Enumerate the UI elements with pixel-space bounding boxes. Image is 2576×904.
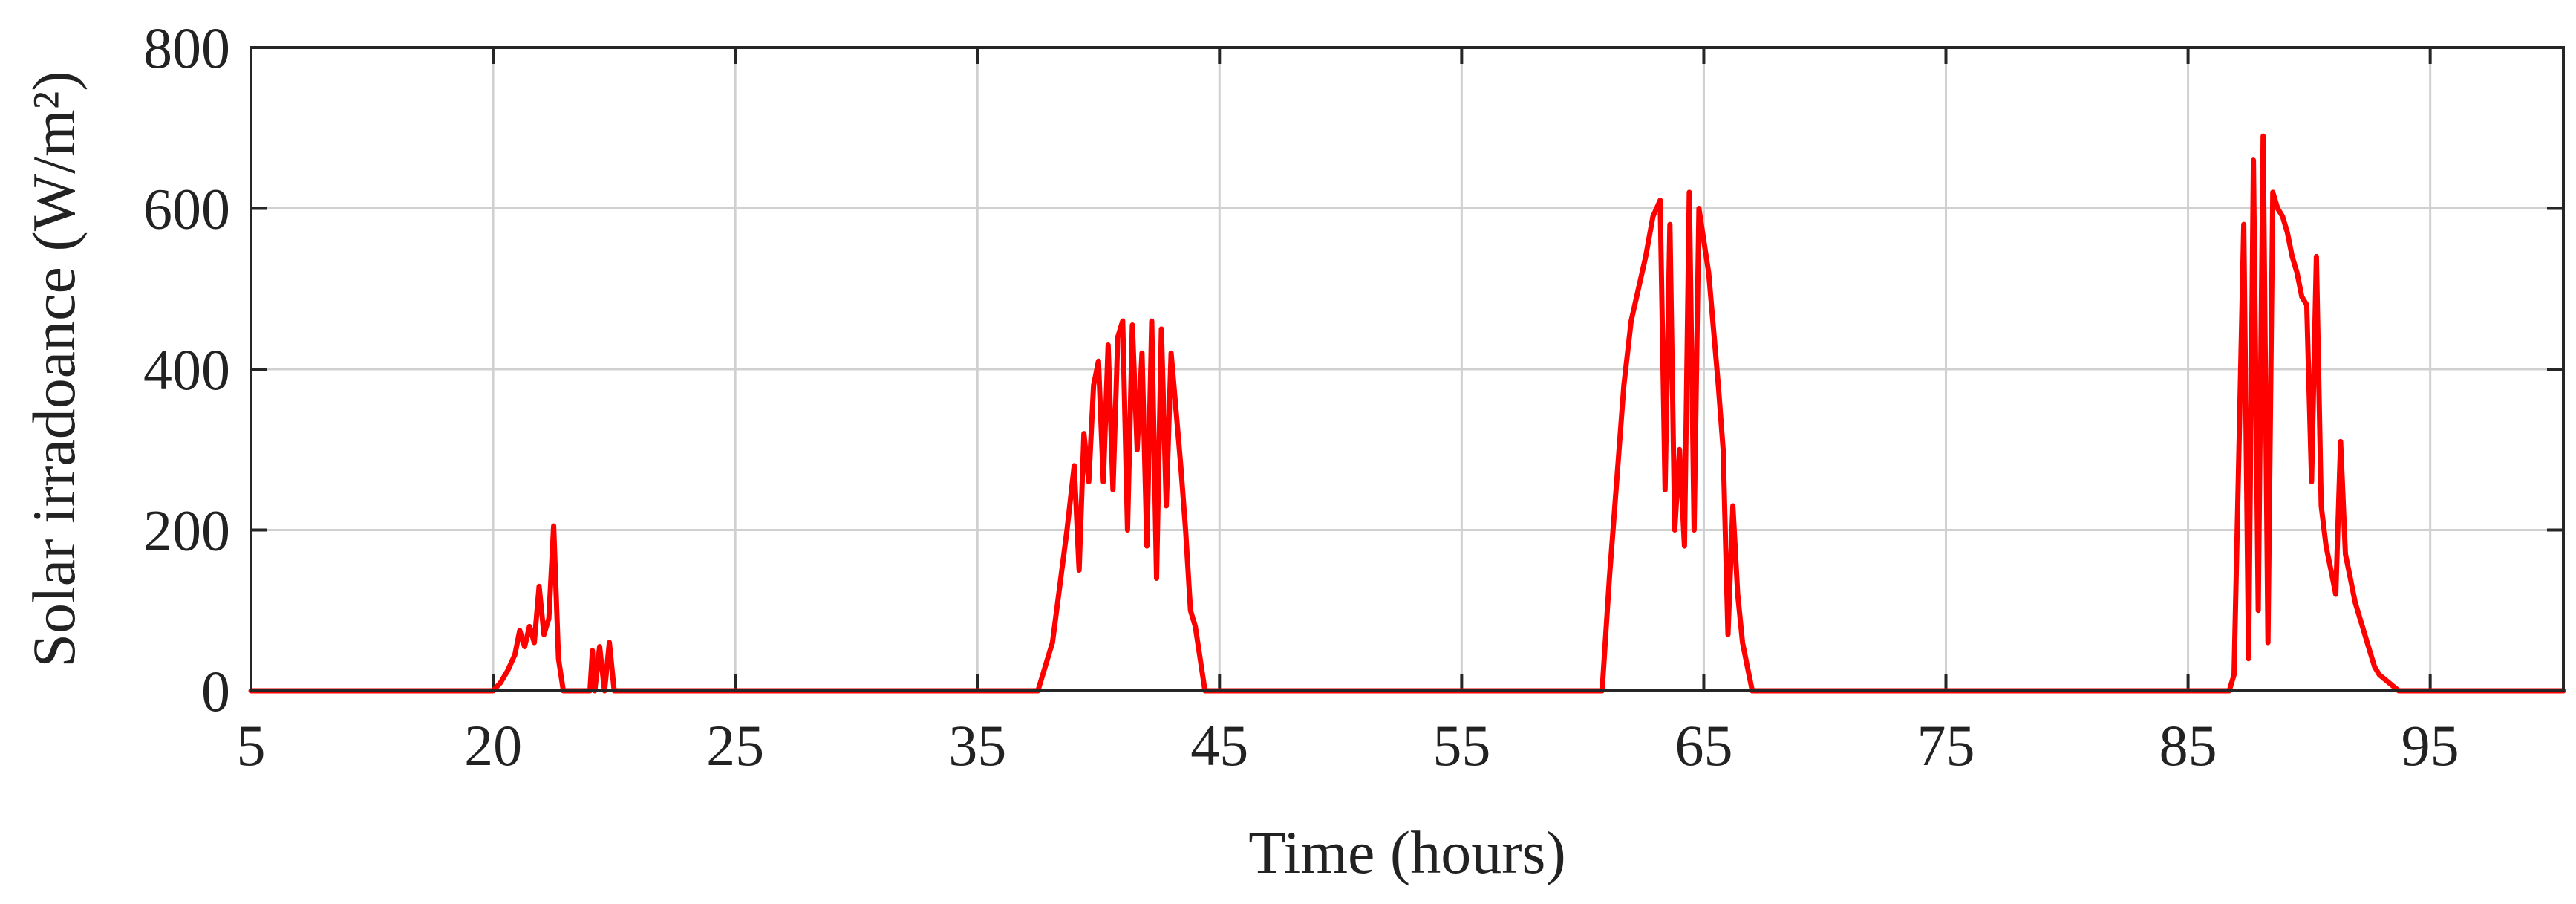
plot-frame — [250, 46, 2565, 692]
y-axis-label: Solar irradoance (W/m²) — [20, 71, 88, 667]
series-group — [248, 133, 2566, 694]
series-line — [248, 133, 2566, 694]
y-tick-label: 400 — [143, 337, 230, 402]
x-tick-label: 45 — [1190, 713, 1248, 778]
x-tick-label: 55 — [1432, 713, 1490, 778]
y-tick-label: 0 — [201, 659, 230, 723]
x-axis-label: Time (hours) — [1248, 819, 1566, 886]
x-tick-label: 75 — [1917, 713, 1975, 778]
x-tick-labels: 5 20 25 35 45 55 65 75 85 95 — [237, 713, 2459, 778]
y-tick-label: 600 — [143, 177, 230, 241]
y-tick-label: 200 — [143, 498, 230, 563]
x-tick-label: 5 — [237, 713, 266, 778]
x-tick-label: 35 — [948, 713, 1006, 778]
y-tick-label: 800 — [143, 16, 230, 80]
x-tick-label: 20 — [464, 713, 522, 778]
x-tick-label: 95 — [2401, 713, 2459, 778]
x-tick-label: 85 — [2159, 713, 2217, 778]
y-tick-labels: 0 200 400 600 800 — [143, 16, 230, 723]
x-tick-label: 25 — [706, 713, 764, 778]
grid-lines — [251, 48, 2563, 691]
x-tick-label: 65 — [1675, 713, 1732, 778]
